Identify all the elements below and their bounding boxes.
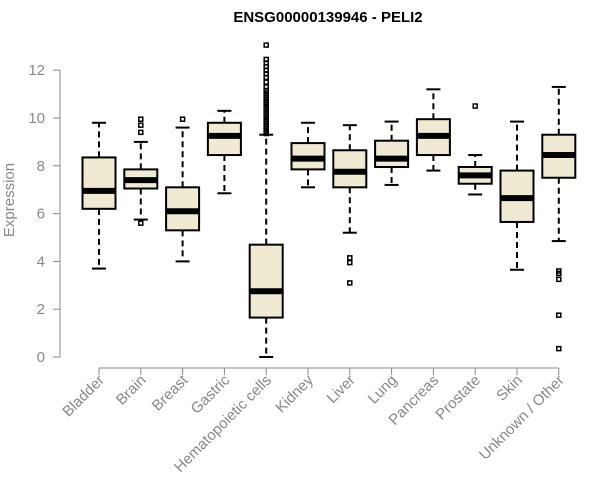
outlier-point (263, 42, 269, 48)
plot-area (81, 42, 577, 358)
box-group-unknown-other (541, 85, 577, 352)
box-group-prostate (457, 103, 493, 196)
x-tick-label: Liver (324, 372, 359, 407)
y-tick-label: 8 (37, 158, 45, 175)
outlier-point (138, 122, 144, 128)
box (248, 243, 284, 319)
outlier-point (179, 116, 186, 122)
outlier-point (138, 129, 144, 136)
y-tick-label: 6 (37, 206, 45, 223)
outlier-point (263, 56, 269, 63)
box-group-bladder (81, 121, 117, 270)
x-tick-label: Bladder (59, 372, 108, 421)
box-group-gastric (206, 109, 242, 195)
outlier-point (263, 84, 269, 90)
y-tick-label: 10 (28, 110, 45, 127)
outlier-point (556, 345, 562, 352)
x-tick-label: Kidney (272, 371, 317, 416)
outlier-point (347, 280, 353, 286)
chart-title: ENSG00000139946 - PELI2 (233, 9, 422, 26)
y-tick-label: 0 (37, 349, 45, 366)
y-tick-label: 2 (37, 301, 45, 318)
y-tick-label: 4 (37, 253, 45, 270)
outlier-point (263, 79, 269, 85)
outlier-point (472, 103, 478, 109)
box (374, 139, 410, 168)
x-tick-label: Brain (113, 372, 150, 409)
box-group-skin (499, 120, 535, 271)
box-group-liver (332, 124, 368, 286)
x-tick-label: Breast (149, 371, 192, 414)
box-group-lung (374, 120, 410, 186)
outlier-point (347, 259, 353, 266)
box-group-kidney (290, 121, 326, 189)
outlier-point (138, 116, 144, 122)
box-group-breast (165, 116, 201, 263)
y-tick-label: 12 (28, 62, 45, 79)
box-group-brain (123, 116, 159, 226)
y-axis: 0 2 4 6 8 10 12 (28, 62, 61, 366)
outlier-point (556, 276, 562, 283)
outlier-point (347, 255, 353, 261)
box-group-pancreas (415, 88, 451, 172)
box (81, 156, 117, 210)
x-tick-label: Lung (365, 372, 401, 408)
outlier-point (556, 268, 562, 274)
box-group-hematopoietic-cells (248, 42, 284, 358)
x-tick-label: Prostate (432, 372, 484, 424)
outlier-point (138, 220, 144, 226)
outlier-point (556, 312, 562, 318)
x-tick-label: Skin (493, 372, 526, 405)
y-axis-label: Expression (1, 163, 18, 237)
